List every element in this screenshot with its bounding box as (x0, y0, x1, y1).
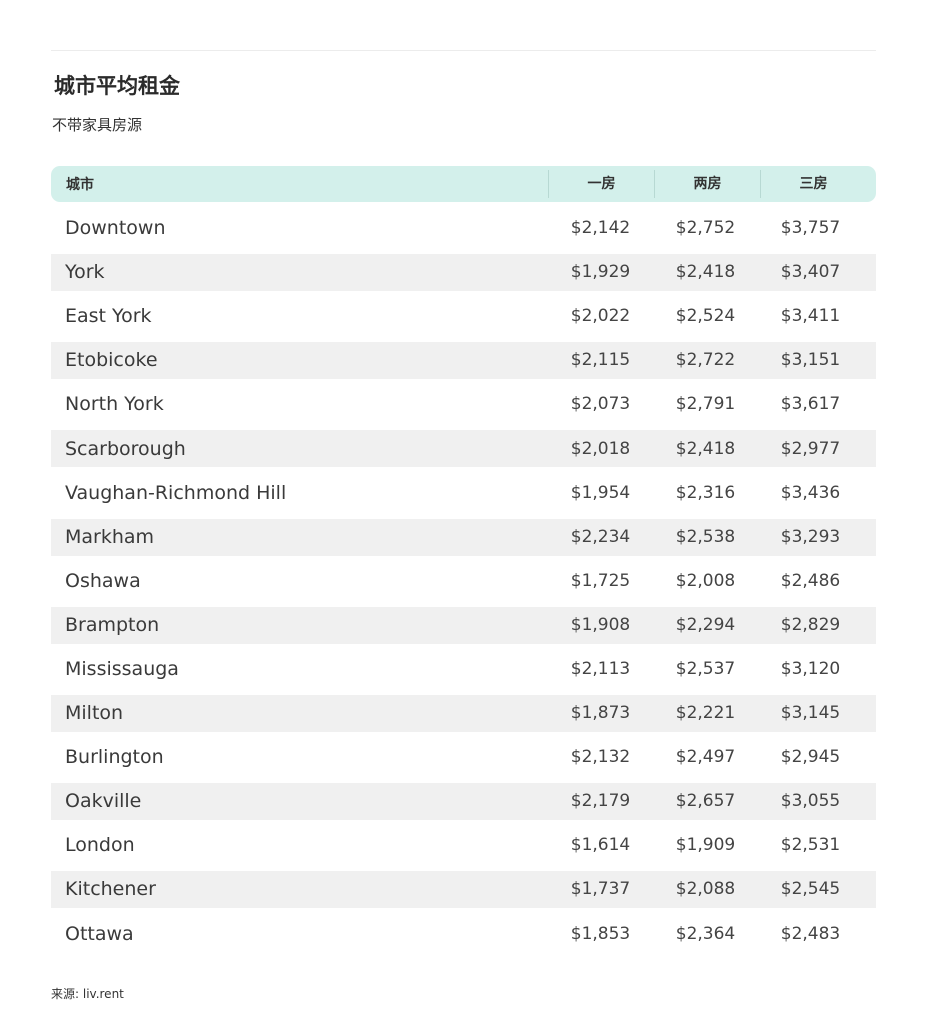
cell-city: Vaughan-Richmond Hill (65, 481, 287, 504)
cell-three-bedroom: $2,486 (780, 570, 841, 591)
table-row: London $1,614 $1,909 $2,531 (51, 823, 876, 867)
table-body: Downtown $2,142 $2,752 $3,757 York $1,929 $2,4… (51, 206, 876, 956)
table-row: North York $2,073 $2,791 $3,617 (51, 382, 876, 426)
table-row: Burlington $2,132 $2,497 $2,945 (51, 735, 876, 779)
cell-three-bedroom: $3,407 (780, 262, 841, 283)
cell-two-bedroom: $2,722 (675, 350, 736, 371)
cell-city: Mississauga (65, 657, 179, 680)
cell-city: York (65, 261, 105, 284)
header-three-bedroom: 三房 (760, 170, 866, 198)
cell-one-bedroom: $1,929 (570, 262, 631, 283)
cell-two-bedroom: $2,418 (675, 262, 736, 283)
cell-two-bedroom: $2,657 (675, 791, 736, 812)
cell-city: Milton (65, 702, 124, 725)
cell-one-bedroom: $2,115 (570, 350, 631, 371)
header-city: 城市 (66, 177, 94, 193)
cell-two-bedroom: $2,538 (675, 526, 736, 547)
cell-three-bedroom: $2,945 (780, 747, 841, 768)
cell-two-bedroom: $2,316 (675, 482, 736, 503)
cell-two-bedroom: $2,524 (675, 306, 736, 327)
source-note: 来源: liv.rent (51, 987, 124, 1001)
cell-city: Burlington (65, 746, 164, 769)
cell-three-bedroom: $3,293 (780, 526, 841, 547)
cell-city: Kitchener (65, 878, 156, 901)
cell-two-bedroom: $2,791 (675, 394, 736, 415)
rent-table: 城市 一房 两房 三房 Downtown $2,142 $2,752 $3,757 Yo… (51, 166, 876, 956)
cell-city: Scarborough (65, 437, 186, 460)
table-row: Markham $2,234 $2,538 $3,293 (51, 514, 876, 559)
table-row: York $1,929 $2,418 $3,407 (51, 250, 876, 295)
cell-two-bedroom: $2,752 (675, 218, 736, 239)
cell-one-bedroom: $2,113 (570, 658, 631, 679)
cell-city: East York (65, 305, 152, 328)
cell-two-bedroom: $2,537 (675, 658, 736, 679)
table-row: Downtown $2,142 $2,752 $3,757 (51, 206, 876, 250)
cell-one-bedroom: $2,179 (570, 791, 631, 812)
cell-two-bedroom: $2,221 (675, 703, 736, 724)
cell-one-bedroom: $1,725 (570, 570, 631, 591)
page-title: 城市平均租金 (54, 74, 180, 98)
cell-one-bedroom: $1,853 (570, 923, 631, 944)
cell-two-bedroom: $2,294 (675, 614, 736, 635)
cell-one-bedroom: $1,908 (570, 614, 631, 635)
top-divider (51, 50, 876, 51)
cell-three-bedroom: $2,977 (780, 438, 841, 459)
cell-one-bedroom: $1,737 (570, 879, 631, 900)
table-header: 城市 一房 两房 三房 (51, 166, 876, 202)
cell-one-bedroom: $1,873 (570, 703, 631, 724)
cell-one-bedroom: $2,142 (570, 218, 631, 239)
cell-one-bedroom: $2,022 (570, 306, 631, 327)
header-two-bedroom: 两房 (654, 170, 760, 198)
cell-three-bedroom: $2,829 (780, 614, 841, 635)
table-row: Oakville $2,179 $2,657 $3,055 (51, 779, 876, 824)
table-row: Ottawa $1,853 $2,364 $2,483 (51, 912, 876, 956)
cell-three-bedroom: $3,436 (780, 482, 841, 503)
cell-three-bedroom: $2,545 (780, 879, 841, 900)
table-row: Etobicoke $2,115 $2,722 $3,151 (51, 338, 876, 383)
cell-one-bedroom: $2,018 (570, 438, 631, 459)
table-row: East York $2,022 $2,524 $3,411 (51, 294, 876, 338)
cell-city: London (65, 834, 135, 857)
cell-three-bedroom: $3,120 (780, 658, 841, 679)
cell-three-bedroom: $2,483 (780, 923, 841, 944)
header-one-bedroom: 一房 (548, 170, 654, 198)
table-row: Oshawa $1,725 $2,008 $2,486 (51, 559, 876, 603)
cell-city: Downtown (65, 217, 166, 240)
cell-three-bedroom: $3,757 (780, 218, 841, 239)
cell-city: Oshawa (65, 569, 141, 592)
cell-three-bedroom: $2,531 (780, 835, 841, 856)
cell-three-bedroom: $3,055 (780, 791, 841, 812)
cell-three-bedroom: $3,151 (780, 350, 841, 371)
table-row: Vaughan-Richmond Hill $1,954 $2,316 $3,436 (51, 471, 876, 515)
cell-two-bedroom: $2,008 (675, 570, 736, 591)
cell-two-bedroom: $1,909 (675, 835, 736, 856)
cell-one-bedroom: $2,073 (570, 394, 631, 415)
cell-one-bedroom: $1,954 (570, 482, 631, 503)
table-row: Kitchener $1,737 $2,088 $2,545 (51, 867, 876, 912)
cell-city: Oakville (65, 790, 142, 813)
cell-city: Markham (65, 525, 155, 548)
cell-one-bedroom: $2,234 (570, 526, 631, 547)
cell-city: Etobicoke (65, 349, 158, 372)
cell-city: North York (65, 393, 164, 416)
table-row: Brampton $1,908 $2,294 $2,829 (51, 602, 876, 647)
table-row: Mississauga $2,113 $2,537 $3,120 (51, 647, 876, 691)
cell-three-bedroom: $3,411 (780, 306, 841, 327)
cell-city: Ottawa (65, 922, 134, 945)
cell-city: Brampton (65, 613, 160, 636)
page-subtitle: 不带家具房源 (52, 116, 143, 134)
cell-two-bedroom: $2,088 (675, 879, 736, 900)
cell-one-bedroom: $1,614 (570, 835, 631, 856)
cell-two-bedroom: $2,497 (675, 747, 736, 768)
table-row: Scarborough $2,018 $2,418 $2,977 (51, 426, 876, 471)
cell-two-bedroom: $2,364 (675, 923, 736, 944)
cell-one-bedroom: $2,132 (570, 747, 631, 768)
cell-two-bedroom: $2,418 (675, 438, 736, 459)
cell-three-bedroom: $3,617 (780, 394, 841, 415)
cell-three-bedroom: $3,145 (780, 703, 841, 724)
table-row: Milton $1,873 $2,221 $3,145 (51, 691, 876, 736)
